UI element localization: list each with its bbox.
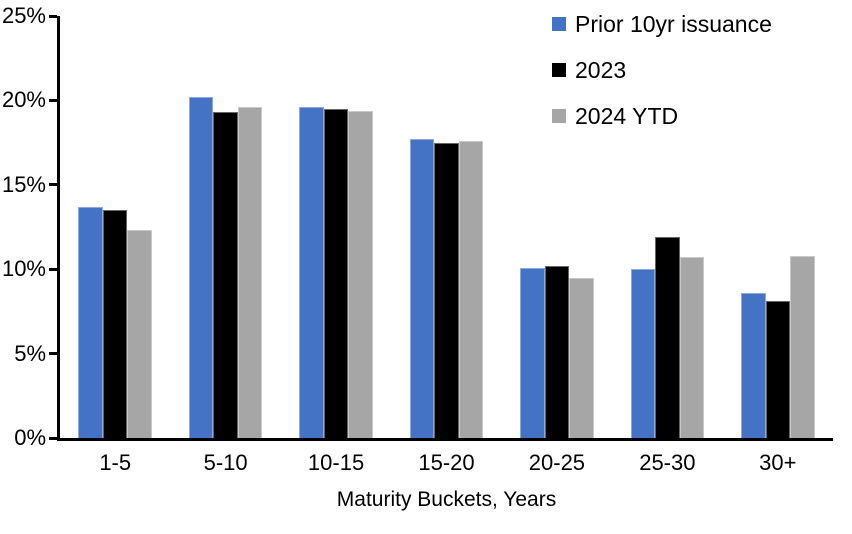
y-tick-mark-10: [49, 267, 57, 271]
legend-swatch-icon: [552, 109, 566, 123]
legend-label-2024-ytd: 2024 YTD: [575, 103, 679, 129]
bar-2024-ytd-10-15: [348, 110, 373, 438]
bar-2024-ytd-1-5: [127, 230, 152, 438]
y-tick-mark-20: [49, 98, 57, 102]
bar-2023-1-5: [102, 210, 128, 438]
plot-area: 0% 5% 10% 15% 20% 25% 1-5 5-10 10-15 15-20 20-25 2…: [2, 3, 833, 511]
x-category-label-1-5: 1-5: [99, 450, 132, 475]
legend-item-2024-ytd: 2024 YTD: [552, 103, 772, 129]
y-tick-mark-25: [49, 14, 57, 18]
bar-prior-10yr-issuance-15-20: [409, 139, 435, 438]
bar-2024-ytd-15-20: [458, 140, 484, 438]
bar-2024-ytd-5-10: [237, 107, 263, 438]
bar-2023-10-15: [323, 108, 349, 438]
bar-2024-ytd-30: [790, 255, 815, 438]
bar-prior-10yr-issuance-1-5: [78, 206, 103, 438]
y-tick-mark-0: [49, 436, 57, 440]
bar-prior-10yr-issuance-20-25: [520, 267, 545, 438]
legend-item-2023: 2023: [552, 57, 772, 83]
legend-item-prior-10yr-issuance: Prior 10yr issuance: [552, 11, 772, 37]
bar-prior-10yr-issuance-30: [741, 292, 766, 438]
y-tick-label-10: 10%: [1, 256, 46, 282]
y-tick-label-0: 0%: [14, 425, 46, 450]
y-tick-label-20: 20%: [1, 87, 46, 113]
legend: Prior 10yr issuance 2023 2024 YTD: [552, 11, 772, 129]
y-tick-mark-15: [49, 183, 57, 187]
x-category-label-10-15: 10-15: [307, 450, 365, 475]
bar-2023-20-25: [544, 265, 570, 438]
legend-swatch-icon: [552, 63, 566, 77]
x-category-label-25-30: 25-30: [639, 450, 696, 475]
bar-2024-ytd-25-30: [679, 257, 705, 438]
x-category-label-5-10: 5-10: [203, 450, 248, 475]
bar-2023-25-30: [655, 237, 680, 438]
bar-prior-10yr-issuance-10-15: [299, 107, 324, 438]
bar-prior-10yr-issuance-5-10: [188, 97, 214, 438]
bar-2023-15-20: [434, 142, 459, 438]
bar-2023-5-10: [213, 112, 238, 438]
y-tick-mark-5: [49, 352, 57, 356]
x-category-label-30: 30+: [759, 450, 797, 475]
y-tick-label-25: 25%: [1, 3, 46, 28]
bar-2024-ytd-20-25: [569, 277, 594, 438]
x-category-label-20-25: 20-25: [528, 450, 586, 475]
legend-label-prior-10yr-issuance: Prior 10yr issuance: [575, 11, 772, 37]
y-tick-label-15: 15%: [1, 171, 46, 197]
x-axis-title: Maturity Buckets, Years: [336, 488, 557, 511]
legend-swatch-icon: [552, 17, 566, 31]
bar-2023-30: [765, 301, 791, 438]
bar-prior-10yr-issuance-25-30: [630, 269, 656, 438]
y-tick-label-5: 5%: [14, 340, 46, 366]
legend-label-2023: 2023: [575, 57, 627, 83]
x-category-label-15-20: 15-20: [418, 450, 475, 475]
